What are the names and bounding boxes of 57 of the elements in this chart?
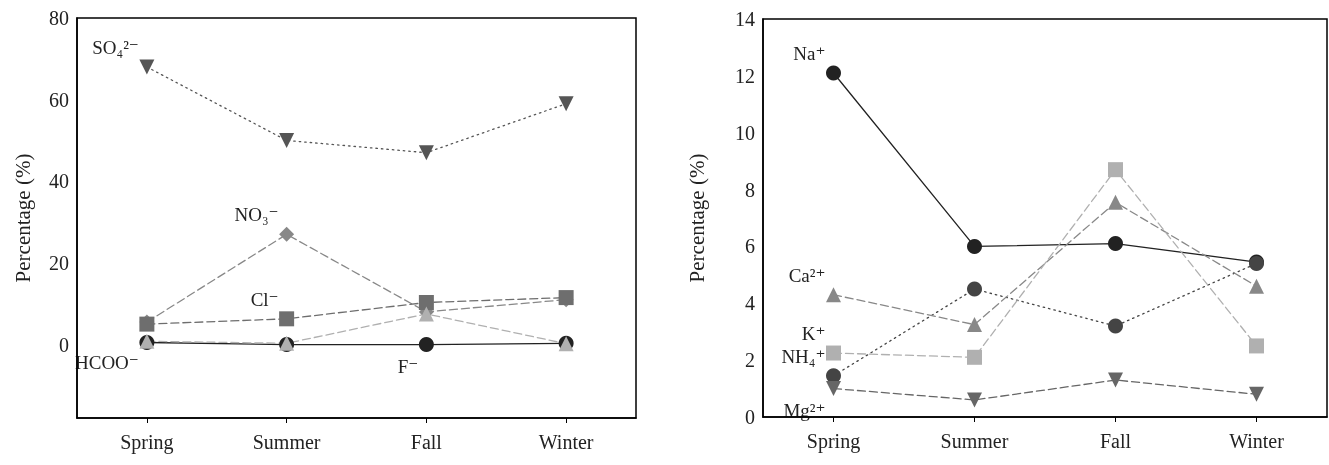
point	[826, 345, 841, 361]
x-tick-label: Fall	[410, 431, 443, 453]
point	[279, 132, 295, 148]
point	[418, 294, 434, 310]
y-tick-label: 14	[735, 8, 755, 30]
y-tick-label: 4	[745, 292, 755, 315]
y-tick-label: 6	[745, 235, 755, 258]
annotation: Na⁺	[793, 43, 826, 65]
y-tick-label: 80	[49, 7, 69, 29]
point	[967, 392, 982, 408]
point	[826, 381, 841, 397]
y-axis-title: Percentage (%)	[684, 153, 709, 283]
point	[826, 287, 841, 303]
x-tick-label: Spring	[806, 430, 861, 453]
y-tick-label: 0	[59, 333, 69, 356]
y-tick-label: 12	[735, 64, 755, 87]
x-tick-label: Fall	[1099, 430, 1132, 452]
point	[558, 96, 574, 112]
y-tick-label: 40	[49, 170, 69, 193]
x-tick-label: Summer	[252, 431, 321, 453]
y-tick-label: 0	[745, 406, 755, 428]
point	[1249, 278, 1264, 294]
point	[279, 311, 295, 327]
point	[1249, 338, 1264, 354]
y-axis-title: Percentage (%)	[10, 153, 35, 283]
point	[418, 145, 434, 161]
point	[1108, 236, 1123, 252]
annotation: Ca²⁺	[788, 264, 826, 286]
y-tick-label: 2	[745, 349, 755, 372]
annotation: SO₄²⁻	[92, 36, 139, 58]
x-tick-label: Summer	[940, 430, 1009, 452]
y-tick-label: 10	[735, 121, 755, 144]
point	[826, 65, 841, 81]
point	[1108, 318, 1123, 334]
y-tick-label: 20	[49, 251, 69, 274]
annotation: F⁻	[397, 355, 419, 377]
point	[967, 238, 982, 254]
point	[967, 349, 982, 365]
point	[139, 59, 155, 75]
y-tick-label: 60	[49, 88, 69, 111]
annotation: NO₃⁻	[234, 204, 279, 226]
point	[1108, 194, 1123, 210]
point	[967, 281, 982, 297]
y-tick-label: 8	[745, 178, 755, 201]
annotation: Mg²⁺	[783, 399, 826, 421]
point	[1108, 372, 1123, 388]
annotation: NH₄⁺	[781, 345, 826, 367]
point	[1249, 386, 1264, 402]
x-tick-label: Winter	[1229, 430, 1285, 452]
point	[279, 226, 295, 242]
point	[418, 337, 434, 353]
annotation: Cl⁻	[250, 288, 279, 310]
annotation: K⁺	[801, 323, 826, 345]
point	[967, 317, 982, 333]
point	[1108, 162, 1123, 178]
x-tick-label: Winter	[538, 431, 594, 453]
x-tick-label: Spring	[120, 431, 174, 454]
